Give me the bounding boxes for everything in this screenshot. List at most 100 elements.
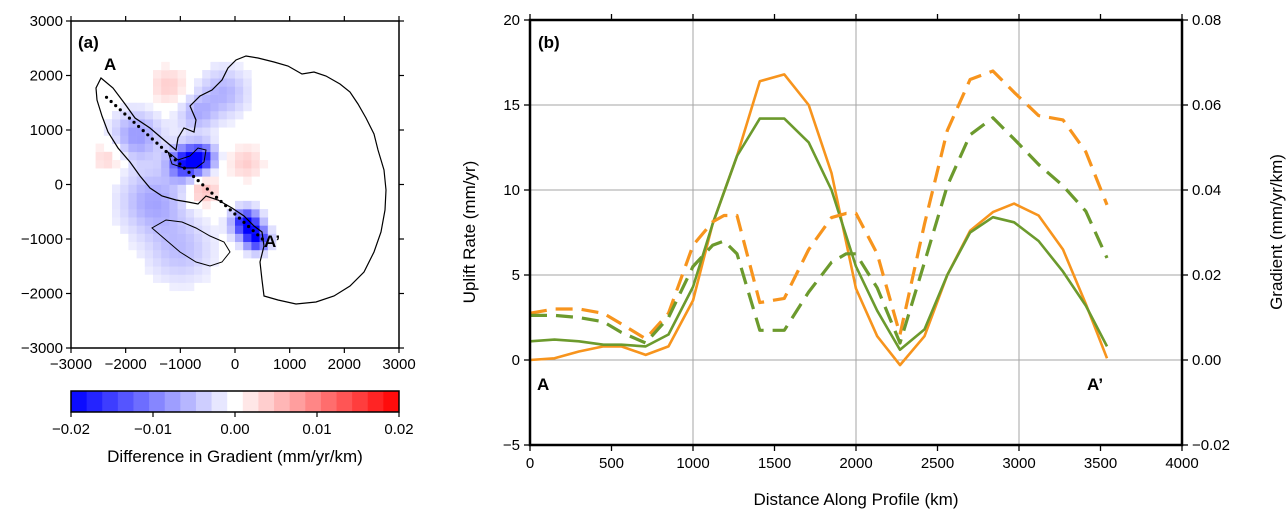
heatmap-cell (243, 225, 252, 234)
heatmap-cell (153, 94, 162, 104)
heatmap-cell (210, 78, 219, 87)
heatmap-cell (218, 217, 228, 226)
profile-dot (191, 174, 196, 179)
heatmap-cell (153, 127, 162, 136)
colorbar-tick-label: −0.02 (52, 421, 90, 438)
colorbar-cell (133, 391, 150, 412)
heatmap-cell (153, 249, 162, 259)
heatmap-cell (251, 200, 260, 210)
heatmap-cell (251, 249, 260, 259)
heatmap-cell (210, 110, 219, 120)
heatmap-cell (210, 168, 219, 177)
profile-dot (178, 162, 182, 166)
heatmap-cell (202, 86, 211, 95)
x-tick-label: 2000 (328, 356, 361, 373)
heatmap-cell (120, 143, 129, 153)
heatmap-cell (144, 143, 154, 153)
heatmap-cell (169, 233, 178, 243)
heatmap-cell (185, 94, 195, 104)
plot-axes: 0 500 1000 1500 2000 2500 3000 3500 4000 −5 0 5 10 15… (503, 12, 1230, 472)
heatmap-cell (120, 225, 129, 234)
series-layer (530, 69, 1109, 367)
heatmap-cell (194, 86, 203, 95)
heatmap-cell (169, 127, 178, 136)
x-tick-label: 0 (231, 356, 239, 373)
heatmap-cell (128, 233, 137, 243)
heatmap-cell (120, 127, 129, 136)
heatmap-cell (161, 143, 170, 153)
start-label: A (537, 375, 549, 394)
heatmap-cell (185, 241, 195, 251)
heatmap-cell (128, 217, 137, 226)
y-right-tick-label: 0.06 (1192, 97, 1221, 114)
heatmap-cell (120, 209, 129, 218)
heatmap-cell (136, 184, 146, 193)
heatmap-cell (144, 168, 154, 177)
x-tick-label: 3000 (1002, 455, 1035, 472)
heatmap-cell (144, 151, 154, 161)
heatmap-cell (153, 135, 162, 144)
heatmap-cell (235, 200, 244, 210)
heatmap-cell (161, 168, 170, 177)
heatmap-cell (185, 266, 195, 275)
heatmap-cell (202, 70, 211, 79)
x-tick-label: 1000 (676, 455, 709, 472)
heatmap-cell (153, 110, 162, 120)
colorbar-cell (367, 391, 384, 412)
heatmap-cell (161, 217, 170, 226)
profile-dot (173, 158, 177, 162)
heatmap-cell (103, 159, 113, 169)
heatmap-cell (161, 233, 170, 243)
heatmap-cell (185, 282, 195, 292)
heatmap-cell (243, 217, 252, 226)
heatmap-cell (194, 102, 203, 112)
colorbar-cell (180, 391, 197, 412)
heatmap-cell (161, 274, 170, 283)
heatmap-cell (202, 266, 211, 275)
x-tick-label: −3000 (50, 356, 92, 373)
heatmap-cell (95, 159, 105, 169)
heatmap-cell (210, 70, 219, 79)
y-tick-label: 0 (512, 352, 520, 369)
heatmap-cell (153, 176, 162, 185)
heatmap-cell (161, 94, 170, 104)
heatmap-cell (128, 176, 137, 185)
heatmap-cell (161, 241, 170, 251)
heatmap-cell (185, 258, 195, 267)
heatmap-cell (120, 102, 129, 112)
heatmap-cell (169, 70, 178, 79)
heatmap-cell (226, 102, 236, 112)
heatmap-cell (194, 78, 203, 87)
colorbar-cell (336, 391, 353, 412)
y-tick-label: 1000 (30, 122, 63, 139)
heatmap-cell (112, 184, 121, 193)
profile-dot (182, 166, 187, 170)
heatmap-cell (210, 225, 219, 234)
heatmap-cell (128, 200, 137, 210)
heatmap-cell (235, 94, 244, 104)
heatmap-cell (194, 266, 203, 275)
colorbar-cell (258, 391, 275, 412)
heatmap-cell (243, 241, 252, 251)
x-tick-label: −1000 (159, 356, 201, 373)
heatmap-cell (210, 143, 219, 153)
heatmap-cell (251, 225, 260, 234)
heatmap-cell (177, 266, 187, 275)
heatmap-cell (153, 159, 162, 169)
profile-dot (256, 233, 260, 237)
heatmap-cell (161, 151, 170, 161)
profile-dot (104, 95, 109, 99)
heatmap-cell (218, 110, 228, 120)
heatmap-cell (136, 151, 146, 161)
heatmap-cell (210, 151, 219, 161)
heatmap-cell (202, 78, 211, 87)
heatmap-cell (235, 143, 244, 153)
heatmap-cell (161, 184, 170, 193)
heatmap-cell (243, 86, 252, 95)
heatmap-cell (120, 119, 129, 128)
heatmap-cell (267, 225, 277, 234)
heatmap-cell (235, 70, 244, 79)
colorbar: −0.02 −0.01 0.00 0.01 0.02 Difference in Gra… (52, 390, 414, 466)
heatmap-cell (210, 192, 219, 202)
profile-dot (146, 133, 150, 137)
